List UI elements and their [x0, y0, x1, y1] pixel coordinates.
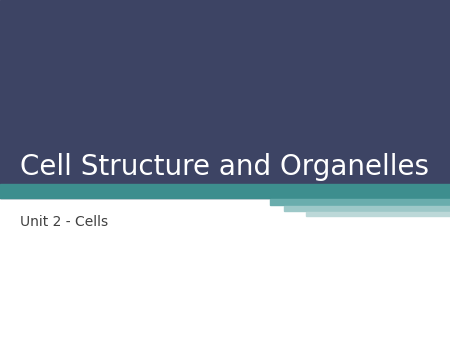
- Bar: [0, 184, 450, 198]
- Bar: [306, 212, 450, 216]
- Bar: [270, 199, 450, 205]
- Bar: [0, 0, 450, 198]
- Text: Unit 2 - Cells: Unit 2 - Cells: [20, 215, 108, 228]
- Bar: [284, 206, 450, 211]
- Text: Cell Structure and Organelles: Cell Structure and Organelles: [20, 153, 429, 181]
